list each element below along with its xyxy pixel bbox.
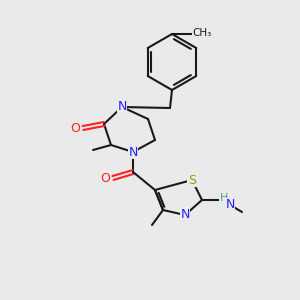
- Text: H: H: [220, 193, 228, 203]
- Text: N: N: [225, 199, 235, 212]
- Text: CH₃: CH₃: [192, 29, 212, 39]
- Text: S: S: [188, 173, 196, 187]
- Text: S: S: [188, 173, 196, 187]
- Text: N: N: [117, 100, 127, 113]
- Text: H: H: [220, 193, 228, 203]
- Text: CH₃: CH₃: [192, 28, 212, 38]
- Text: O: O: [100, 172, 110, 184]
- Text: N: N: [117, 100, 127, 113]
- Text: O: O: [100, 172, 110, 184]
- Text: N: N: [128, 146, 138, 158]
- Text: N: N: [225, 199, 235, 212]
- Text: N: N: [180, 208, 190, 221]
- Text: O: O: [70, 122, 80, 134]
- Text: N: N: [180, 208, 190, 221]
- Text: N: N: [128, 146, 138, 158]
- Text: O: O: [70, 122, 80, 134]
